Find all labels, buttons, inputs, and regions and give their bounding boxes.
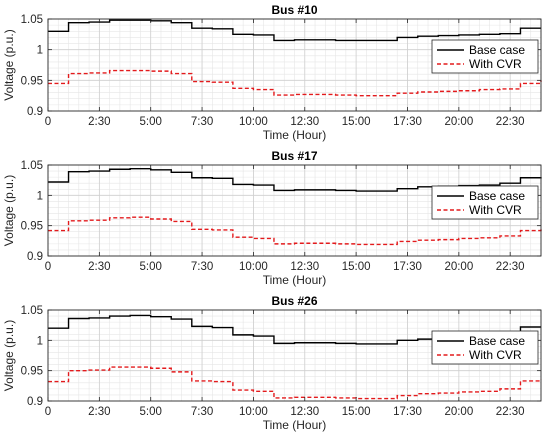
x-axis-label: Time (Hour) (263, 273, 327, 287)
y-axis-label: Voltage (p.u.) (2, 175, 16, 246)
x-axis-label: Time (Hour) (263, 418, 327, 432)
series-line-base-case (48, 19, 541, 42)
series-line-with-cvr (48, 366, 542, 400)
x-tick-label: 10:00 (239, 116, 268, 128)
legend-label-with-cvr: With CVR (469, 348, 522, 362)
x-tick-label: 0 (45, 116, 51, 128)
x-tick-label: 20:00 (444, 261, 473, 273)
x-tick-label: 17:30 (393, 406, 422, 418)
x-tick-label: 15:00 (342, 261, 371, 273)
y-tick-label: 1.05 (21, 14, 43, 26)
y-tick-label: 1 (37, 335, 43, 347)
x-tick-label: 17:30 (393, 261, 422, 273)
legend-label-with-cvr: With CVR (469, 57, 522, 71)
axes-frame (47, 18, 542, 112)
x-tick-label: 7:30 (191, 406, 213, 418)
series-line-with-cvr (48, 216, 542, 246)
chart-panel-2: 0 2:30 5:00 7:30 10:00 12:30 15:00 17:30 20:00 22… (2, 149, 542, 287)
chart-title: Bus #17 (271, 149, 317, 163)
series-line-with-cvr (48, 69, 542, 97)
y-tick-label: 0.95 (21, 366, 43, 378)
chart-panel-3: 0 2:30 5:00 7:30 10:00 12:30 15:00 17:30 20:00 22… (2, 294, 542, 432)
axes-frame (47, 309, 542, 402)
x-tick-label: 7:30 (191, 116, 213, 128)
x-tick-label: 15:00 (342, 116, 371, 128)
chart-panel-1: 0 2:30 5:00 7:30 10:00 12:30 15:00 17:30 20:00 22… (2, 3, 542, 142)
x-tick-label: 7:30 (191, 261, 213, 273)
tick-marks (47, 164, 541, 257)
x-tick-label: 12:30 (290, 406, 319, 418)
x-tick-label: 17:30 (393, 116, 422, 128)
tick-marks (47, 309, 541, 402)
y-tick-label: 1 (37, 190, 43, 202)
legend-label-base-case: Base case (469, 43, 525, 57)
y-axis-label: Voltage (p.u.) (2, 29, 16, 100)
legend-label-base-case: Base case (469, 189, 525, 203)
x-tick-label: 5:00 (140, 406, 162, 418)
y-tick-label: 1 (37, 45, 43, 57)
tick-marks (47, 18, 541, 112)
legend-label-with-cvr: With CVR (469, 203, 522, 217)
x-tick-label: 20:00 (444, 116, 473, 128)
y-tick-label: 0.9 (27, 106, 43, 118)
legend-box (431, 185, 539, 220)
x-tick-label: 10:00 (239, 261, 268, 273)
axes-frame (47, 164, 542, 257)
legend-label-base-case: Base case (469, 334, 525, 348)
x-tick-label: 2:30 (88, 116, 110, 128)
x-tick-label: 2:30 (88, 406, 110, 418)
chart-title: Bus #26 (271, 294, 317, 308)
x-tick-label: 12:30 (290, 261, 319, 273)
y-tick-label: 1.05 (21, 305, 43, 317)
x-tick-label: 0 (45, 261, 51, 273)
x-tick-label: 5:00 (140, 116, 162, 128)
x-tick-label: 22:30 (496, 261, 525, 273)
x-tick-label: 0 (45, 406, 51, 418)
x-tick-label: 15:00 (342, 406, 371, 418)
legend-box (431, 39, 539, 74)
x-tick-label: 10:00 (239, 406, 268, 418)
x-tick-label: 22:30 (496, 116, 525, 128)
x-tick-label: 22:30 (496, 406, 525, 418)
x-tick-label: 2:30 (88, 261, 110, 273)
y-tick-label: 0.95 (21, 221, 43, 233)
x-tick-label: 20:00 (444, 406, 473, 418)
y-tick-label: 0.9 (27, 251, 43, 263)
x-tick-label: 12:30 (290, 116, 319, 128)
y-tick-label: 0.95 (21, 75, 43, 87)
y-tick-label: 1.05 (21, 160, 43, 172)
legend-box (431, 330, 539, 365)
y-tick-label: 0.9 (27, 396, 43, 408)
y-axis-label: Voltage (p.u.) (2, 320, 16, 391)
x-axis-label: Time (Hour) (263, 128, 327, 142)
chart-title: Bus #10 (271, 3, 317, 17)
x-tick-label: 5:00 (140, 261, 162, 273)
major-grid (48, 310, 541, 401)
